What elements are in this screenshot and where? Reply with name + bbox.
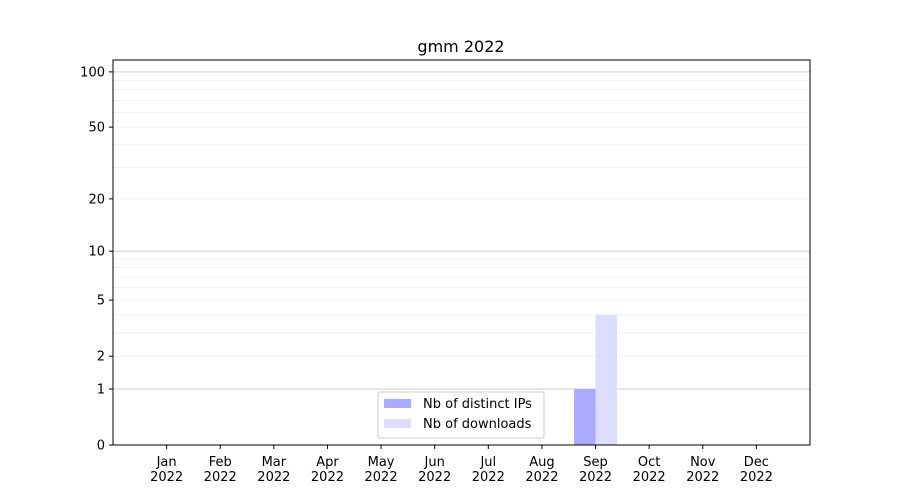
x-tick-label: May 2022 xyxy=(365,455,398,485)
x-tick-label: Oct 2022 xyxy=(633,455,666,485)
x-tick-label: Jul 2022 xyxy=(472,455,505,485)
y-tick-label: 50 xyxy=(88,121,105,136)
y-tick-label: 20 xyxy=(88,192,105,207)
x-tick-label: Mar 2022 xyxy=(257,455,290,485)
x-tick-label: Sep 2022 xyxy=(579,455,612,485)
legend-box xyxy=(377,391,545,439)
x-tick-label: Jan 2022 xyxy=(150,455,183,485)
chart-title: gmm 2022 xyxy=(417,37,504,56)
x-tick-label: Apr 2022 xyxy=(311,455,344,485)
bar-distinct-ips xyxy=(574,388,596,445)
x-tick-label: Aug 2022 xyxy=(525,455,558,485)
legend: Nb of distinct IPs Nb of downloads xyxy=(377,391,545,439)
y-tick-label: 5 xyxy=(97,294,105,309)
y-tick-label: 100 xyxy=(80,65,105,80)
bar-downloads xyxy=(595,314,617,445)
plot-frame xyxy=(112,59,811,446)
x-tick-label: Nov 2022 xyxy=(686,455,719,485)
y-tick-label: 10 xyxy=(88,245,105,260)
legend-label: Nb of distinct IPs xyxy=(423,397,532,412)
legend-swatch xyxy=(384,399,411,408)
y-tick-label: 2 xyxy=(97,350,105,365)
x-tick-label: Feb 2022 xyxy=(204,455,237,485)
y-tick-label: 1 xyxy=(97,382,105,397)
y-tick-label: 0 xyxy=(97,439,105,454)
x-tick-label: Jun 2022 xyxy=(418,455,451,485)
x-tick-label: Dec 2022 xyxy=(740,455,773,485)
legend-swatch xyxy=(384,419,411,428)
legend-label: Nb of downloads xyxy=(423,417,532,432)
